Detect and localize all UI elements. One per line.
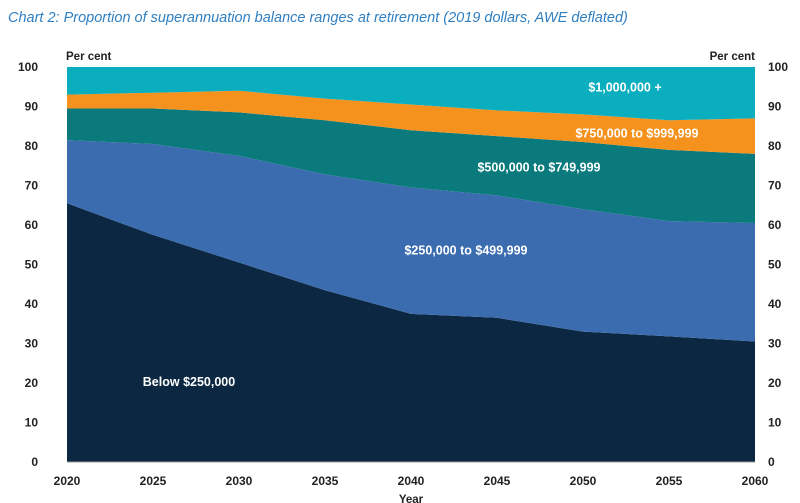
series-label-1: Below $250,000: [143, 375, 235, 389]
area-series-1: [67, 203, 755, 463]
y-tick-label-left: 20: [25, 376, 39, 390]
series-label-5: $1,000,000 +: [588, 80, 661, 94]
y-tick-label-right: 10: [768, 416, 782, 430]
y-tick-label-left: 30: [25, 337, 39, 351]
area-series-3: [67, 108, 755, 223]
y-tick-label-left: 90: [25, 100, 39, 114]
area-series-4: [67, 90, 755, 154]
x-axis-title: Year: [399, 494, 424, 503]
y-tick-label-right: 70: [768, 179, 782, 193]
y-tick-label-left: 100: [18, 60, 38, 74]
y-tick-label-right: 40: [768, 297, 782, 311]
y-tick-label-left: 40: [25, 297, 39, 311]
x-tick-label: 2045: [484, 474, 511, 488]
y-tick-label-left: 0: [31, 455, 38, 469]
x-tick-label: 2025: [140, 474, 167, 488]
y-tick-label-right: 0: [768, 455, 775, 469]
x-tick-label: 2055: [656, 474, 683, 488]
x-tick-label: 2060: [742, 474, 769, 488]
y-tick-label-right: 60: [768, 218, 782, 232]
series-label-2: $250,000 to $499,999: [404, 244, 527, 258]
y-unit-right: Per cent: [710, 51, 756, 63]
x-tick-label: 2035: [312, 474, 339, 488]
y-tick-label-left: 80: [25, 139, 39, 153]
x-tick-label: 2050: [570, 474, 597, 488]
y-tick-label-right: 50: [768, 258, 782, 272]
y-tick-label-left: 50: [25, 258, 39, 272]
y-unit-left: Per cent: [66, 51, 112, 63]
y-tick-label-right: 20: [768, 376, 782, 390]
y-tick-label-right: 100: [768, 60, 788, 74]
y-tick-label-left: 70: [25, 179, 39, 193]
series-labels: Below $250,000 $250,000 to $499,999 $500,0…: [143, 80, 699, 389]
y-tick-label-right: 90: [768, 100, 782, 114]
series-label-4: $750,000 to $999,999: [575, 127, 698, 141]
x-tick-label: 2020: [54, 474, 81, 488]
y-tick-label-right: 30: [768, 337, 782, 351]
area-series-5: [67, 67, 755, 121]
y-tick-label-right: 80: [768, 139, 782, 153]
y-tick-label-left: 60: [25, 218, 39, 232]
area-series-2: [67, 140, 755, 342]
y-tick-label-left: 10: [25, 416, 39, 430]
x-tick-label: 2030: [226, 474, 253, 488]
x-tick-label: 2040: [398, 474, 425, 488]
area-layer: [67, 67, 755, 463]
chart-title: Chart 2: Proportion of superannuation ba…: [8, 10, 628, 26]
series-label-3: $500,000 to $749,999: [477, 161, 600, 175]
